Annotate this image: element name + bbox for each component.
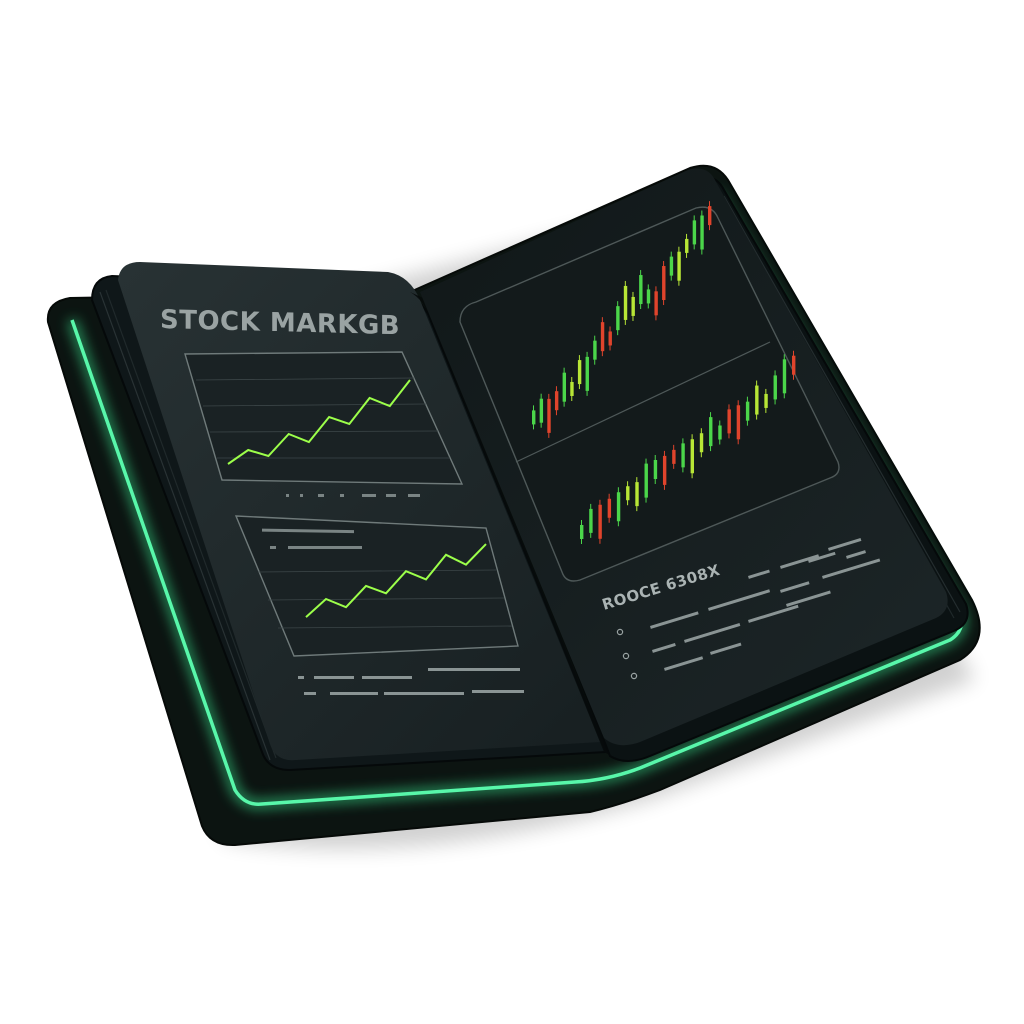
candle	[554, 391, 559, 411]
candle	[690, 439, 695, 474]
candle	[662, 455, 667, 485]
candle	[585, 356, 589, 391]
left-chart-2-gridlines	[257, 569, 513, 629]
candle	[773, 375, 777, 400]
candle	[792, 355, 796, 375]
candle	[646, 289, 651, 304]
candle	[672, 449, 676, 464]
candle	[699, 433, 704, 453]
candle	[736, 405, 741, 440]
left-chart-1-ticks	[286, 494, 420, 497]
candle	[589, 508, 593, 533]
candle	[692, 220, 697, 245]
candle	[639, 275, 643, 305]
candle	[608, 331, 612, 346]
candle	[654, 291, 658, 316]
right-chart-divider	[515, 341, 771, 463]
candle	[616, 492, 621, 522]
left-chart-2-line	[305, 543, 487, 618]
candle	[580, 525, 584, 539]
candle	[570, 381, 574, 396]
bullet-dot	[616, 628, 624, 636]
candle	[532, 410, 536, 425]
candle	[653, 459, 658, 479]
candle	[539, 398, 544, 423]
candle	[562, 372, 567, 402]
left-chart-2-frame	[234, 515, 519, 657]
candle	[718, 425, 722, 440]
right-chart-lower-candles	[580, 350, 796, 544]
bullet-dot	[622, 652, 630, 660]
candle	[577, 360, 582, 385]
candle	[600, 322, 605, 352]
candle	[708, 206, 712, 226]
candle	[745, 401, 750, 421]
candle	[547, 398, 551, 433]
candle	[635, 482, 639, 507]
right-page-bullets	[616, 628, 638, 680]
candle	[685, 238, 689, 253]
candle	[662, 266, 666, 301]
candle	[593, 340, 597, 360]
candle	[616, 306, 620, 331]
candle	[681, 443, 685, 468]
left-page-heading: STOCK MARKGB	[160, 305, 400, 341]
candle	[677, 251, 681, 281]
candle	[607, 498, 612, 518]
right-chart-frame	[459, 206, 840, 582]
candle	[782, 359, 787, 394]
candle	[598, 504, 602, 539]
bullet-dot	[630, 672, 638, 680]
candle	[669, 256, 674, 276]
candle	[631, 296, 635, 316]
candle	[644, 463, 648, 498]
candle	[623, 285, 628, 320]
left-chart-1-gridlines	[195, 377, 450, 459]
left-chart-2-text-lines	[262, 528, 362, 549]
candle	[727, 409, 731, 434]
candle	[626, 486, 630, 501]
candle	[709, 417, 713, 447]
candle	[700, 215, 704, 250]
candle	[755, 385, 759, 415]
left-page-footer-lines	[298, 668, 524, 695]
candle	[764, 393, 768, 408]
right-chart-upper-candles	[532, 201, 712, 438]
right-page-text-lines	[650, 538, 881, 671]
left-chart-1-line	[227, 379, 411, 465]
